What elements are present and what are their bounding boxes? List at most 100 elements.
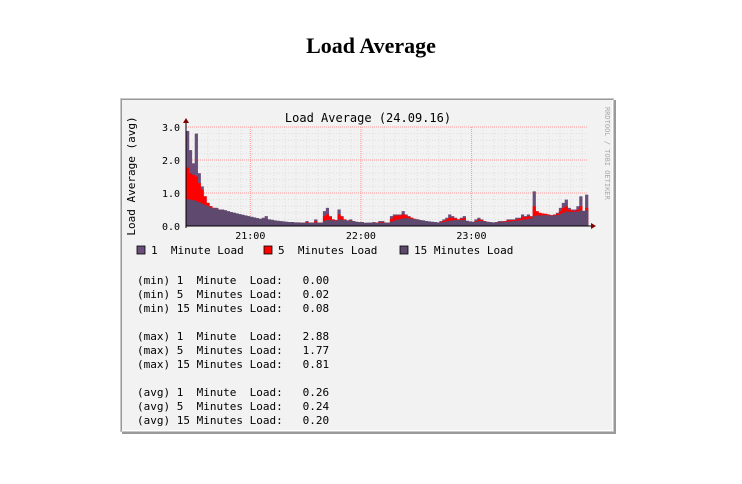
bar-15-minutes-load bbox=[372, 222, 376, 226]
bar-15-minutes-load bbox=[209, 207, 213, 226]
y-tick-label: 1.0 bbox=[162, 189, 180, 200]
bar-15-minutes-load bbox=[381, 222, 385, 226]
bar-15-minutes-load bbox=[541, 215, 545, 226]
bar-15-minutes-load bbox=[229, 212, 233, 226]
stat-spacer bbox=[137, 372, 329, 386]
bar-15-minutes-load bbox=[314, 222, 318, 226]
bar-15-minutes-load bbox=[264, 218, 268, 226]
bar-15-minutes-load bbox=[413, 219, 417, 226]
bar-15-minutes-load bbox=[389, 221, 394, 226]
bar-15-minutes-load bbox=[299, 222, 303, 226]
bar-15-minutes-load bbox=[250, 216, 254, 226]
bar-15-minutes-load bbox=[273, 220, 277, 226]
bar-15-minutes-load bbox=[392, 220, 397, 226]
stat-value: 0.81 bbox=[302, 358, 330, 371]
bar-15-minutes-load bbox=[579, 210, 583, 226]
bar-15-minutes-load bbox=[419, 220, 423, 226]
stat-max-row: (max) 1 Minute Load: 2.88 bbox=[137, 330, 329, 344]
bar-15-minutes-load bbox=[529, 218, 533, 226]
bar-15-minutes-load bbox=[311, 222, 315, 226]
bar-15-minutes-load bbox=[287, 222, 292, 226]
bar-15-minutes-load bbox=[421, 220, 426, 226]
bar-15-minutes-load bbox=[561, 212, 565, 226]
x-tick-label: 23:00 bbox=[456, 231, 486, 242]
stat-min-row: (min) 15 Minutes Load: 0.08 bbox=[137, 302, 329, 316]
bar-15-minutes-load bbox=[585, 210, 589, 226]
bar-15-minutes-load bbox=[206, 206, 210, 226]
bar-15-minutes-load bbox=[480, 221, 484, 226]
bar-15-minutes-load bbox=[462, 219, 466, 226]
bar-15-minutes-load bbox=[436, 222, 440, 226]
bars-layer bbox=[186, 130, 589, 226]
bar-15-minutes-load bbox=[384, 222, 388, 226]
bar-15-minutes-load bbox=[445, 221, 449, 226]
bar-15-minutes-load bbox=[544, 215, 548, 226]
bar-15-minutes-load bbox=[576, 211, 580, 226]
page-title: Load Average bbox=[306, 33, 436, 58]
stat-min-row: (min) 1 Minute Load: 0.00 bbox=[137, 274, 329, 288]
bar-15-minutes-load bbox=[442, 222, 446, 226]
bar-15-minutes-load bbox=[538, 215, 542, 226]
bar-15-minutes-load bbox=[506, 221, 510, 226]
bar-15-minutes-load bbox=[212, 208, 216, 226]
bar-15-minutes-load bbox=[366, 222, 370, 226]
stat-value: 0.08 bbox=[302, 302, 330, 315]
y-tick-label: 2.0 bbox=[162, 156, 180, 167]
bar-15-minutes-load bbox=[317, 222, 321, 226]
y-tick-label: 3.0 bbox=[162, 123, 180, 134]
bar-15-minutes-load bbox=[308, 222, 312, 226]
stat-value: 2.88 bbox=[302, 330, 330, 343]
legend-swatch bbox=[399, 245, 409, 255]
bar-15-minutes-load bbox=[261, 218, 265, 226]
stat-value: 1.77 bbox=[302, 344, 330, 357]
bar-15-minutes-load bbox=[564, 211, 568, 226]
bar-15-minutes-load bbox=[255, 218, 260, 226]
bar-15-minutes-load bbox=[439, 222, 443, 226]
x-tick-label: 21:00 bbox=[235, 231, 265, 242]
stat-avg-row: (avg) 15 Minutes Load: 0.20 bbox=[137, 414, 329, 428]
bar-15-minutes-load bbox=[375, 222, 379, 226]
legend-label: 5 Minutes Load bbox=[278, 244, 377, 257]
bar-15-minutes-load bbox=[378, 222, 382, 226]
bar-15-minutes-load bbox=[325, 220, 330, 226]
bar-15-minutes-load bbox=[331, 220, 335, 226]
bar-15-minutes-load bbox=[494, 222, 498, 226]
bar-15-minutes-load bbox=[433, 222, 437, 226]
bar-15-minutes-load bbox=[293, 222, 297, 226]
bar-15-minutes-load bbox=[398, 219, 402, 226]
stat-value: 0.00 bbox=[302, 274, 330, 287]
bar-15-minutes-load bbox=[474, 221, 478, 226]
load-average-graph: Load Average (24.09.16) Load Average (av… bbox=[120, 98, 616, 434]
legend-label: 1 Minute Load bbox=[151, 244, 244, 257]
stat-min-row: (min) 5 Minutes Load: 0.02 bbox=[137, 288, 329, 302]
bar-15-minutes-load bbox=[194, 200, 198, 226]
axes-layer: 0.0 1.0 2.0 3.0 21:00 22:00 23:00 bbox=[162, 118, 596, 242]
bar-15-minutes-load bbox=[340, 219, 344, 226]
bar-15-minutes-load bbox=[395, 219, 399, 226]
bar-15-minutes-load bbox=[302, 222, 306, 226]
legend-swatch bbox=[263, 245, 273, 255]
stat-spacer bbox=[137, 316, 329, 330]
bar-15-minutes-load bbox=[509, 221, 513, 226]
bar-15-minutes-load bbox=[486, 221, 490, 226]
bar-15-minutes-load bbox=[270, 219, 274, 226]
bar-5-minutes-load bbox=[186, 167, 190, 226]
bar-15-minutes-load bbox=[354, 221, 359, 226]
bar-15-minutes-load bbox=[328, 220, 332, 226]
stat-label: (min) 5 Minutes Load: bbox=[137, 288, 283, 301]
bar-15-minutes-load bbox=[500, 222, 504, 226]
bar-15-minutes-load bbox=[410, 218, 414, 226]
chart-title: Load Average (24.09.16) bbox=[285, 111, 451, 125]
bar-15-minutes-load bbox=[320, 222, 324, 226]
bar-15-minutes-load bbox=[515, 220, 519, 226]
stat-label: (min) 15 Minutes Load: bbox=[137, 302, 283, 315]
stat-label: (avg) 15 Minutes Load: bbox=[137, 414, 283, 427]
bar-15-minutes-load bbox=[220, 210, 225, 226]
bar-15-minutes-load bbox=[465, 220, 469, 226]
bar-15-minutes-load bbox=[582, 210, 586, 226]
bar-15-minutes-load bbox=[200, 203, 204, 226]
stat-max-row: (max) 5 Minutes Load: 1.77 bbox=[137, 344, 329, 358]
stat-label: (max) 5 Minutes Load: bbox=[137, 344, 283, 357]
bar-15-minutes-load bbox=[550, 215, 554, 226]
stat-label: (max) 1 Minute Load: bbox=[137, 330, 283, 343]
